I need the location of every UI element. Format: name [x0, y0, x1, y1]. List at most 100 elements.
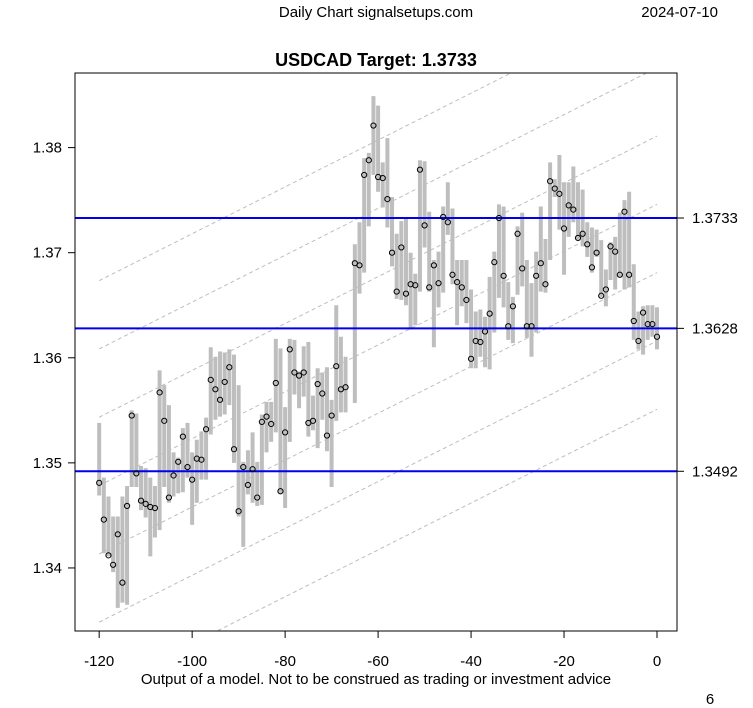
close-point — [295, 372, 303, 379]
x-tick-label: -120 — [84, 653, 114, 670]
close-point — [463, 296, 470, 304]
close-point — [282, 429, 289, 436]
y-tick-label: 1.37 — [33, 245, 62, 262]
channel-line — [216, 408, 658, 631]
close-point — [300, 369, 307, 376]
close-point — [207, 376, 214, 383]
close-point — [156, 389, 163, 396]
close-point — [370, 122, 377, 129]
close-point — [607, 243, 614, 250]
close-point — [588, 264, 596, 271]
close-point — [598, 292, 605, 299]
close-point — [584, 241, 591, 248]
close-point — [486, 310, 493, 317]
close-point — [630, 317, 637, 325]
close-point — [537, 260, 544, 267]
close-point — [393, 288, 400, 295]
close-point — [309, 417, 317, 424]
close-point — [361, 171, 368, 179]
close-point — [639, 309, 647, 316]
close-point — [412, 282, 419, 289]
close-point — [444, 219, 451, 226]
close-point — [458, 284, 465, 291]
close-point — [593, 249, 600, 256]
close-point — [184, 463, 191, 471]
channel-line — [98, 73, 648, 350]
close-point — [175, 458, 182, 465]
close-point — [226, 364, 233, 371]
close-point — [533, 272, 540, 279]
close-point — [546, 178, 554, 185]
header-source: Daily Chart signalsetups.com — [279, 4, 473, 21]
close-point — [509, 303, 517, 310]
close-point — [161, 417, 168, 424]
close-point — [477, 338, 484, 346]
close-point — [402, 290, 410, 297]
level-label: 1.3628 — [692, 320, 738, 337]
close-point — [551, 185, 558, 192]
close-point — [230, 446, 238, 453]
close-point — [649, 321, 656, 328]
close-point — [105, 552, 112, 559]
close-point — [235, 508, 242, 515]
target-levels — [75, 217, 677, 473]
y-tick-label: 1.35 — [33, 455, 62, 472]
close-point — [244, 481, 252, 489]
close-point — [365, 157, 372, 164]
close-point — [556, 190, 563, 197]
close-point — [179, 433, 186, 440]
close-point — [240, 463, 247, 471]
range-bars — [97, 96, 660, 608]
channel-lines — [98, 73, 658, 631]
close-point — [319, 390, 326, 397]
close-point — [644, 321, 651, 328]
close-point — [100, 516, 107, 523]
y-tick-label: 1.38 — [33, 140, 62, 157]
close-point — [635, 337, 642, 345]
level-label: 1.3733 — [692, 210, 738, 227]
close-point — [137, 497, 145, 504]
close-point — [342, 384, 349, 391]
close-point — [602, 286, 609, 293]
close-point — [202, 426, 210, 433]
close-point — [500, 272, 507, 279]
close-point — [268, 420, 275, 428]
close-point — [333, 363, 340, 370]
close-point — [379, 174, 386, 182]
close-point — [514, 230, 521, 237]
close-point — [133, 470, 140, 477]
close-point — [314, 380, 321, 388]
close-point — [221, 378, 228, 386]
chart-title: USDCAD Target: 1.3733 — [275, 50, 477, 70]
close-point — [653, 333, 661, 340]
close-point — [216, 396, 224, 403]
close-point — [151, 504, 159, 512]
close-point — [430, 262, 437, 269]
close-point — [263, 413, 270, 420]
close-point — [570, 206, 577, 213]
close-point — [481, 328, 489, 335]
close-point — [356, 262, 363, 269]
close-point — [384, 196, 391, 203]
close-point — [323, 432, 331, 439]
close-point — [616, 271, 623, 278]
close-point — [388, 249, 396, 256]
x-tick-label: 0 — [653, 653, 661, 670]
close-point — [114, 531, 121, 538]
level-label: 1.3492 — [692, 463, 738, 480]
close-point — [249, 466, 256, 473]
close-point — [258, 418, 265, 425]
close-point — [579, 230, 586, 237]
axes: 1.3733 1.3628 1.3492 1.34 1.35 1.36 1.37 1.38 -1… — [33, 140, 738, 670]
close-point — [398, 244, 405, 251]
close-point — [505, 323, 512, 330]
close-point — [426, 284, 433, 291]
close-point — [142, 500, 149, 507]
x-tick-label: -60 — [367, 653, 389, 670]
close-point — [123, 502, 131, 510]
y-tick-label: 1.34 — [33, 560, 62, 577]
close-point — [272, 379, 279, 387]
page-number: 6 — [706, 691, 714, 708]
close-point — [621, 208, 628, 215]
